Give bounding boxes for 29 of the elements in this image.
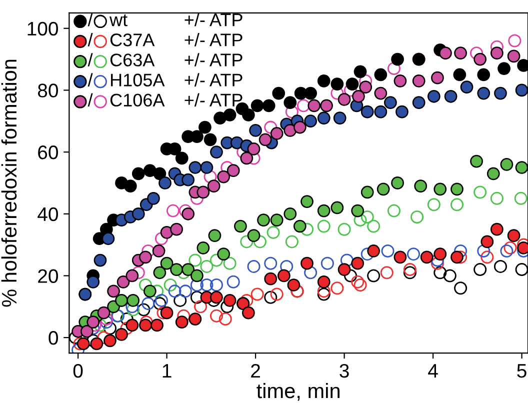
text: /	[88, 33, 93, 46]
legend-label: C63A	[110, 54, 155, 66]
legend-label: C37A	[110, 34, 155, 46]
text: +/- ATP	[184, 73, 242, 86]
y-tick-label: 0	[48, 331, 58, 345]
y-tick-label: 100	[28, 22, 58, 36]
y-tick-label: 80	[38, 84, 58, 98]
x-tick-label: 3	[340, 364, 349, 378]
text: +/- ATP	[184, 53, 242, 66]
annotation: +/- ATP	[184, 12, 242, 26]
annotation: /	[88, 12, 93, 26]
y-tick-label: 20	[38, 269, 58, 283]
y-axis-title: % holoferredoxin formation	[1, 60, 17, 307]
y-tick-label: 60	[38, 146, 58, 160]
x-tick-label: 4	[428, 364, 438, 378]
text: /	[88, 93, 93, 107]
x-tick-label: 1	[162, 364, 172, 378]
x-tick-label: 2	[251, 364, 260, 378]
text: /	[88, 73, 93, 86]
text: +/- ATP	[184, 33, 242, 46]
legend-label: wt	[110, 14, 128, 26]
text: +/- ATP	[184, 93, 242, 107]
text: /	[88, 53, 93, 66]
x-axis-title: time, min	[256, 382, 340, 401]
legend-label: H105A	[111, 74, 165, 86]
legend-label: C106A	[110, 94, 165, 107]
x-tick-label: 0	[73, 364, 83, 378]
y-tick-label: 40	[38, 207, 58, 222]
x-tick-label: 5	[517, 364, 526, 378]
